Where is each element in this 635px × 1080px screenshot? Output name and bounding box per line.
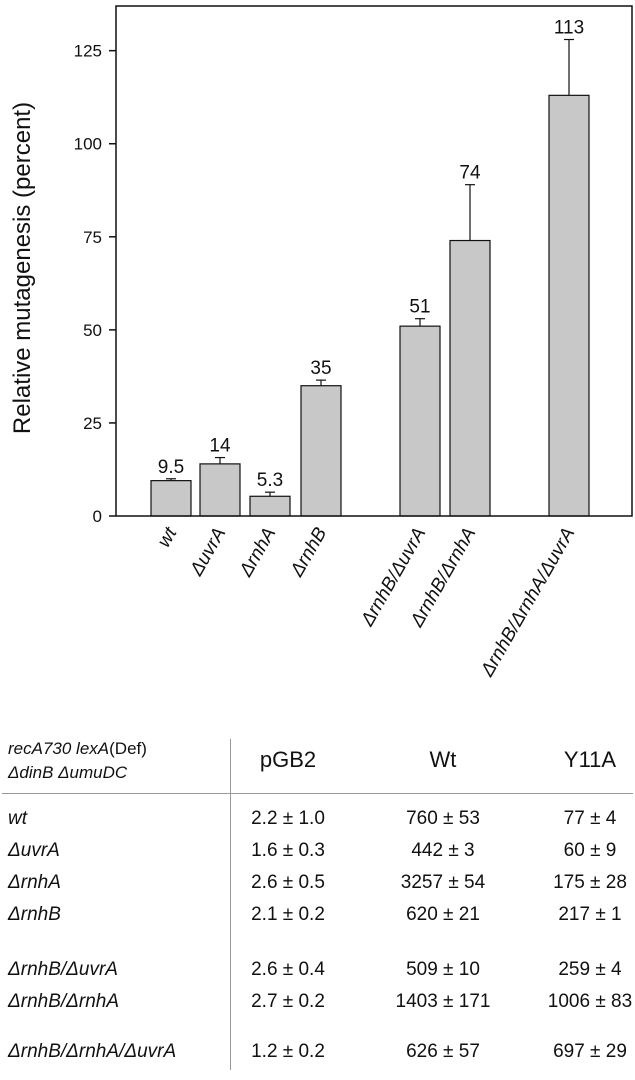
table-cell: 2.2 ± 1.0 bbox=[251, 808, 325, 829]
bar bbox=[150, 480, 192, 517]
table-cell: 760 ± 53 bbox=[406, 808, 480, 829]
table-cell: 1.2 ± 0.2 bbox=[251, 1041, 325, 1062]
table-header-strain-italic: recA730 lexA bbox=[8, 739, 110, 758]
table-cell: 2.7 ± 0.2 bbox=[251, 991, 325, 1012]
table-cell: 442 ± 3 bbox=[411, 840, 475, 861]
data-label: 14 bbox=[209, 436, 231, 457]
table-header-deletions: ΔdinB ΔumuDC bbox=[8, 763, 128, 782]
data-table: recA730 lexA(Def) ΔdinB ΔumuDC pGB2 Wt Y11… bbox=[0, 735, 635, 1080]
x-tick-label: ΔrnhA bbox=[235, 524, 280, 581]
table-header-strain-plain: (Def) bbox=[109, 739, 147, 758]
table-column-header: Y11A bbox=[563, 747, 617, 772]
table-cell: 1006 ± 83 bbox=[547, 991, 633, 1012]
table-cell: 626 ± 57 bbox=[406, 1041, 480, 1062]
table-column-header: Wt bbox=[429, 747, 457, 772]
table-cell: 77 ± 4 bbox=[563, 808, 617, 829]
data-label: 113 bbox=[554, 18, 584, 39]
table-cell: 1403 ± 171 bbox=[395, 991, 491, 1012]
bar bbox=[399, 325, 441, 517]
y-tick-label: 0 bbox=[93, 507, 102, 526]
data-label: 5.3 bbox=[257, 470, 283, 491]
table-row-label: ΔrnhB/ΔrnhA/ΔuvrA bbox=[8, 1041, 177, 1062]
data-label: 74 bbox=[459, 163, 481, 184]
y-tick-label: 50 bbox=[83, 321, 102, 340]
y-tick-label: 25 bbox=[83, 414, 102, 433]
table-cell: 2.6 ± 0.4 bbox=[251, 959, 325, 980]
table-vertical-rule bbox=[230, 739, 231, 1070]
table-cell: 217 ± 1 bbox=[558, 904, 622, 925]
x-tick-label: wt bbox=[154, 523, 182, 551]
table-cell: 697 ± 29 bbox=[553, 1041, 627, 1062]
x-tick-label: ΔrnhB/ΔrnhA/ΔuvrA bbox=[477, 524, 580, 681]
bar bbox=[249, 495, 291, 517]
table-row-label: ΔrnhB bbox=[8, 904, 61, 925]
table-cell: 2.1 ± 0.2 bbox=[251, 904, 325, 925]
y-axis-label: Relative mutagenesis (percent) bbox=[9, 102, 36, 434]
x-tick-label: ΔrnhB bbox=[286, 524, 331, 581]
bar bbox=[199, 463, 241, 517]
table-row-label: ΔrnhA bbox=[8, 872, 61, 893]
bar bbox=[449, 239, 491, 517]
data-label: 51 bbox=[409, 297, 430, 318]
table-row-label: ΔrnhB/ΔrnhA bbox=[8, 991, 120, 1012]
data-label: 9.5 bbox=[158, 457, 184, 478]
table-cell: 60 ± 9 bbox=[563, 840, 617, 861]
table-cell: 509 ± 10 bbox=[406, 959, 480, 980]
table-row-label: wt bbox=[8, 808, 27, 829]
x-tick-label: ΔuvrA bbox=[186, 524, 231, 580]
table-cell: 1.6 ± 0.3 bbox=[251, 840, 325, 861]
table-cell: 175 ± 28 bbox=[553, 872, 627, 893]
bar bbox=[548, 94, 590, 517]
table-row-label: ΔuvrA bbox=[8, 840, 60, 861]
table-cell: 620 ± 21 bbox=[406, 904, 480, 925]
table-header-rule bbox=[2, 793, 633, 794]
bar bbox=[300, 385, 342, 517]
table-cell: 259 ± 4 bbox=[558, 959, 622, 980]
data-label: 35 bbox=[310, 358, 331, 379]
y-tick-label: 125 bbox=[74, 42, 102, 61]
table-row-label: ΔrnhB/ΔuvrA bbox=[8, 959, 118, 980]
table-column-header: pGB2 bbox=[259, 747, 317, 772]
plot-frame bbox=[115, 5, 633, 517]
table-header-strain: recA730 lexA(Def) bbox=[8, 738, 147, 760]
table-cell: 3257 ± 54 bbox=[400, 872, 486, 893]
y-tick-label: 100 bbox=[74, 135, 102, 154]
y-tick-label: 75 bbox=[83, 228, 102, 247]
table-cell: 2.6 ± 0.5 bbox=[251, 872, 325, 893]
